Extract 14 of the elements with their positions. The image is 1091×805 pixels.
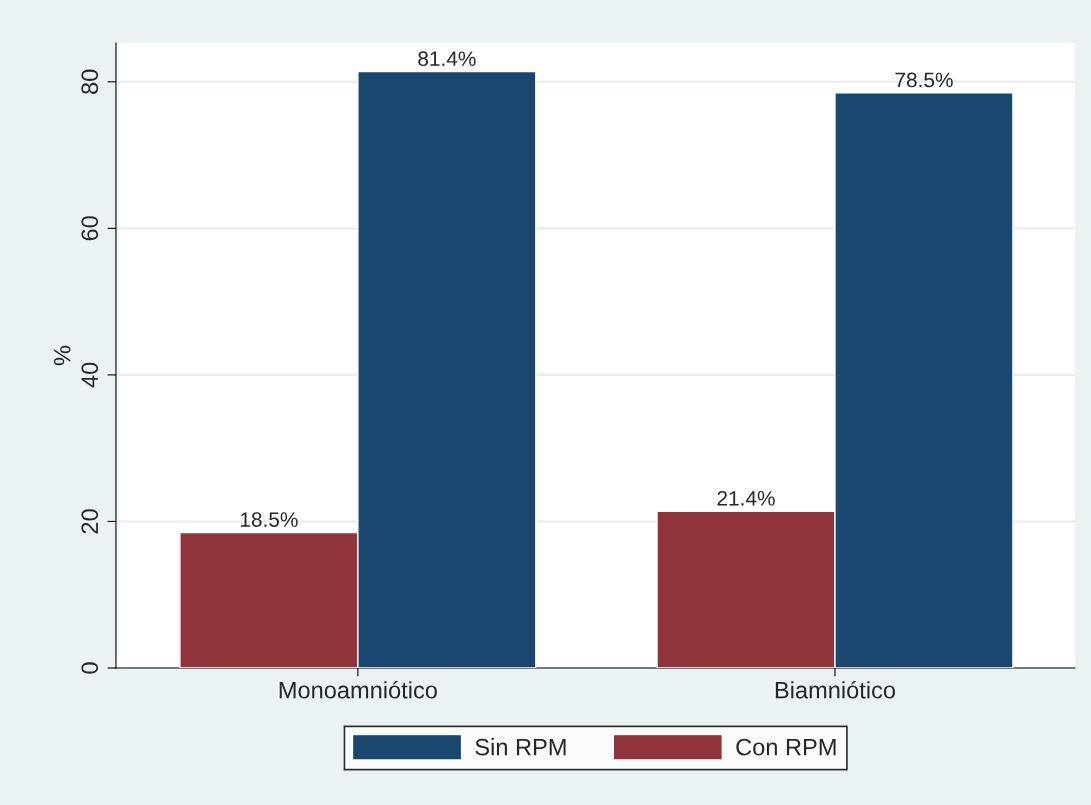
y-axis-title: % (53, 345, 71, 366)
legend-label: Sin RPM (475, 738, 566, 756)
y-tick-label: 40 (81, 362, 99, 388)
x-tick-label: Biamniótico (775, 680, 896, 699)
data-label: 78.5% (895, 72, 953, 88)
data-label: 21.4% (717, 490, 775, 506)
y-tick-label: 80 (81, 69, 99, 94)
data-label: 18.5% (240, 512, 298, 527)
y-tick-label: 0 (81, 662, 99, 674)
legend-label: Con RPM (736, 738, 836, 756)
y-tick-label: 20 (81, 509, 99, 534)
data-label: 81.4% (418, 51, 476, 67)
x-tick-label: Monoamniótico (279, 680, 437, 699)
y-tick-label: 60 (81, 216, 99, 241)
